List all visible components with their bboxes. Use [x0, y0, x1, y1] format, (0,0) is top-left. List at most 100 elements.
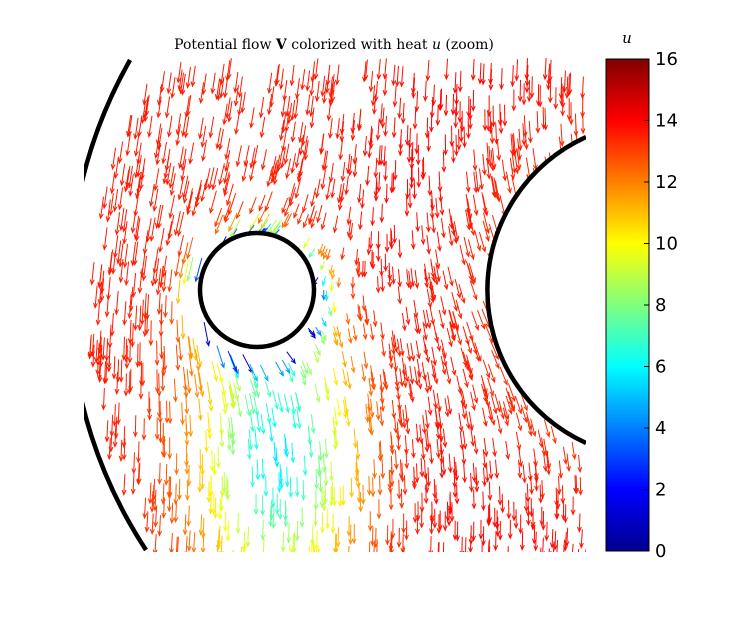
flow-arrow: [397, 269, 402, 288]
flow-arrow: [372, 459, 377, 480]
flow-arrow: [167, 269, 173, 293]
flow-arrow: [162, 161, 169, 185]
flow-arrow: [112, 425, 118, 448]
flow-arrow: [290, 121, 296, 143]
flow-arrow: [482, 449, 488, 469]
flow-arrow: [396, 421, 401, 442]
flow-arrow: [577, 454, 583, 474]
flow-arrow: [186, 369, 192, 394]
flow-arrow: [461, 400, 467, 420]
flow-arrow: [165, 162, 172, 186]
flow-arrow: [321, 330, 327, 342]
flow-arrow: [118, 359, 124, 383]
flow-arrow: [175, 319, 181, 344]
flow-arrow: [400, 102, 406, 125]
flow-arrow: [521, 464, 527, 484]
flow-arrow: [115, 359, 121, 383]
flow-arrow: [352, 325, 358, 342]
flow-arrow: [463, 537, 468, 552]
flow-arrow: [286, 351, 296, 365]
flow-arrow: [119, 207, 125, 232]
flow-arrow: [274, 65, 279, 87]
flow-arrow: [178, 146, 184, 170]
flow-arrow: [442, 270, 449, 291]
flow-arrow: [470, 89, 476, 112]
flow-arrow: [497, 103, 503, 126]
flow-arrow: [339, 183, 345, 203]
flow-arrow: [362, 61, 367, 83]
flow-arrow: [405, 415, 411, 435]
flow-arrow: [194, 257, 203, 283]
flow-arrow: [412, 179, 417, 200]
flow-arrow: [284, 111, 290, 133]
flow-arrow: [524, 64, 530, 87]
flow-arrow: [110, 147, 116, 171]
flow-arrow: [376, 145, 382, 167]
flow-arrow: [481, 542, 483, 552]
colorbar-tick-label: 6: [655, 357, 666, 378]
flow-arrow: [460, 347, 468, 368]
flow-arrow: [405, 306, 411, 326]
flow-arrow: [281, 197, 289, 214]
flow-arrow: [409, 365, 415, 385]
flow-arrow: [188, 355, 194, 377]
flow-arrow: [542, 58, 548, 81]
flow-arrow: [258, 97, 265, 119]
flow-arrow: [274, 494, 280, 516]
flow-arrow: [264, 381, 272, 398]
flow-arrow: [334, 64, 340, 86]
flow-arrow: [370, 477, 376, 498]
flow-arrow: [451, 291, 458, 312]
flow-arrow: [486, 506, 492, 527]
flow-arrow: [413, 299, 419, 319]
flow-arrow: [454, 83, 459, 106]
flow-arrow: [161, 255, 167, 278]
flow-arrow: [379, 374, 385, 394]
flow-arrow: [533, 531, 539, 552]
flow-arrow: [540, 537, 546, 552]
flow-arrow: [338, 335, 344, 349]
flow-arrow: [330, 481, 335, 502]
flow-arrow: [499, 366, 508, 386]
flow-arrow: [108, 193, 114, 217]
flow-arrow: [307, 328, 316, 337]
flow-arrow: [121, 474, 127, 496]
flow-arrow: [452, 520, 458, 541]
flow-arrow: [153, 258, 160, 285]
flow-arrow: [354, 456, 360, 477]
flow-arrow: [160, 367, 166, 392]
flow-arrow: [149, 513, 155, 535]
flow-arrow: [108, 249, 114, 274]
flow-arrow: [216, 345, 225, 369]
flow-arrow: [535, 111, 541, 134]
flow-arrow: [462, 351, 470, 372]
flow-arrow: [314, 344, 321, 357]
flow-arrow: [411, 439, 416, 459]
flow-arrow: [370, 207, 376, 227]
flow-arrow: [373, 157, 379, 179]
flow-arrow: [429, 306, 435, 326]
flow-arrow: [414, 90, 420, 113]
flow-arrow: [340, 247, 346, 261]
flow-arrow: [423, 80, 428, 102]
flow-arrow: [225, 520, 231, 542]
flow-arrow: [186, 237, 194, 260]
flow-arrow: [431, 346, 437, 367]
flow-arrow: [97, 281, 103, 306]
colorbar-tick-label: 8: [655, 295, 666, 316]
flow-arrow: [405, 179, 410, 200]
flow-arrow: [452, 72, 458, 94]
flow-arrow: [172, 378, 178, 403]
flow-arrow: [505, 395, 513, 415]
flow-arrow: [312, 541, 315, 552]
flow-arrow: [404, 435, 409, 456]
flow-arrow: [348, 545, 350, 552]
flow-arrow: [412, 503, 418, 524]
flow-arrow: [431, 213, 436, 234]
flow-arrow: [209, 450, 215, 473]
flow-arrow: [156, 96, 162, 119]
flow-arrow: [253, 380, 260, 399]
flow-arrow: [450, 93, 456, 116]
flow-arrow: [516, 148, 522, 171]
